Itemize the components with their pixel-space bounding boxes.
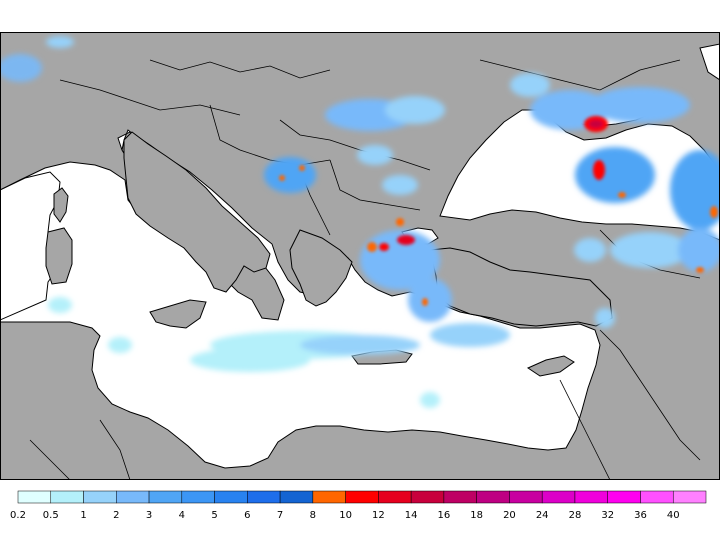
islands (45, 131, 613, 377)
italy-peninsula (123, 131, 271, 293)
caspian-sea (699, 43, 720, 81)
legend-swatch (607, 490, 641, 504)
legend-label: 1 (80, 510, 86, 521)
legend-label: 12 (372, 510, 385, 521)
legend-swatch (312, 490, 346, 504)
legend-swatch (17, 490, 52, 504)
legend-swatch (574, 490, 608, 504)
legend-label: 40 (667, 510, 680, 521)
legend-swatch (214, 490, 248, 504)
mediterranean-sea (0, 129, 601, 469)
legend-label: 16 (438, 510, 451, 521)
precipitation-map (0, 32, 720, 480)
legend-label: 2 (113, 510, 119, 521)
legend-swatch (640, 490, 674, 504)
country-borders (29, 59, 701, 480)
legend-swatch (279, 490, 314, 504)
legend-label: 32 (601, 510, 614, 521)
sicily (149, 299, 207, 329)
legend-label: 28 (569, 510, 582, 521)
legend-label: 0.2 (10, 510, 26, 521)
legend-label: 7 (277, 510, 283, 521)
legend-label: 10 (339, 510, 352, 521)
legend-swatch (541, 490, 576, 504)
heavy-precipitation-cores (279, 116, 718, 306)
legend-label: 20 (503, 510, 516, 521)
legend-swatch (148, 490, 183, 504)
legend-swatches (17, 490, 707, 504)
legend-label: 6 (244, 510, 250, 521)
sardinia (45, 227, 73, 285)
legend-swatch (443, 490, 477, 504)
cyprus (526, 355, 575, 377)
legend-swatch (672, 490, 707, 504)
legend-label: 8 (310, 510, 316, 521)
legend-label: 5 (211, 510, 217, 521)
map-canvas (0, 32, 720, 480)
legend-label: 4 (179, 510, 185, 521)
legend-swatch (410, 490, 445, 504)
corsica (53, 187, 69, 223)
legend-swatch (247, 490, 281, 504)
legend-swatch (476, 490, 510, 504)
legend-label: 0.5 (43, 510, 59, 521)
greek-peninsula (289, 229, 353, 307)
precipitation-legend: 0.2 0.5 1 2 3 4 5 6 7 8 10 12 14 16 18 20 24 28 32 36 40 (0, 480, 720, 540)
legend-swatch (509, 490, 543, 504)
legend-svg: 0.2 0.5 1 2 3 4 5 6 7 8 10 12 14 16 18 20 24 28 32 36 40 (10, 490, 707, 521)
legend-swatch (378, 490, 412, 504)
legend-label: 18 (470, 510, 483, 521)
legend-swatch (345, 490, 379, 504)
legend-label: 3 (146, 510, 152, 521)
legend-swatch (116, 490, 150, 504)
legend-swatch (50, 490, 84, 504)
legend-label: 14 (405, 510, 418, 521)
legend-swatch (181, 490, 215, 504)
legend-swatch (83, 490, 117, 504)
legend-labels: 0.2 0.5 1 2 3 4 5 6 7 8 10 12 14 16 18 20 24 28 32 36 40 (10, 510, 680, 521)
legend-label: 24 (536, 510, 549, 521)
anatolia-coast (429, 247, 613, 327)
legend-label: 36 (634, 510, 647, 521)
